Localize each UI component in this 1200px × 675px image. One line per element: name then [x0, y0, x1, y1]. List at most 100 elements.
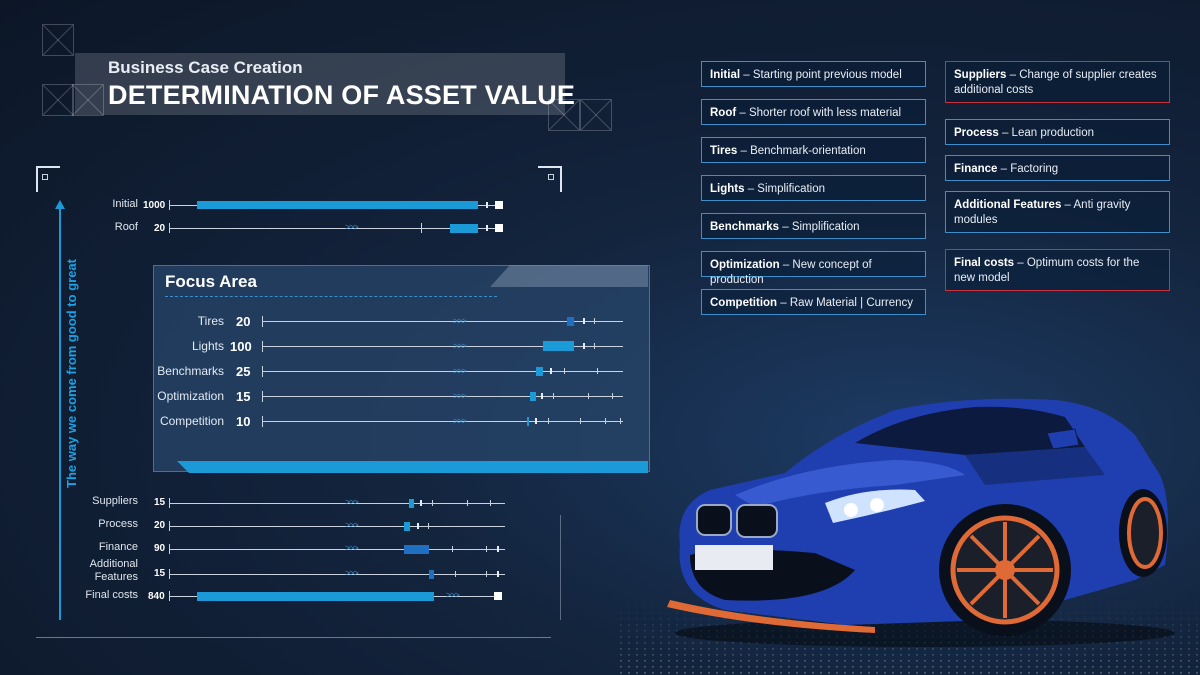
row-line-roof — [170, 228, 498, 229]
focus-label-competition: Competition — [159, 414, 224, 428]
info-box-process: Process – Lean production — [945, 119, 1170, 145]
info-box-initial: Initial – Starting point previous model — [701, 61, 926, 87]
bar-initial — [197, 201, 478, 209]
tick-mark — [597, 368, 598, 374]
focus-value-lights: 100 — [230, 339, 252, 354]
chevrons-icon: >>> — [453, 391, 467, 401]
row-start-tick — [262, 391, 263, 402]
chevrons-icon: >>> — [446, 590, 460, 600]
frame-left-vertical — [36, 166, 38, 192]
row-value-initial: 1000 — [143, 200, 166, 211]
tick-mark — [428, 523, 429, 529]
tick-mark — [594, 318, 595, 324]
bar-process — [404, 522, 410, 531]
tick-mark — [452, 546, 453, 552]
focus-bar-benchmarks — [536, 367, 543, 376]
chevrons-icon: >>> — [453, 366, 467, 376]
focus-line-lights — [263, 346, 623, 347]
chevrons-icon: >>> — [345, 543, 359, 553]
end-marker — [495, 224, 503, 232]
row-start-tick — [262, 316, 263, 327]
progress-arrow-line — [59, 208, 61, 620]
tick-mark — [417, 523, 419, 529]
row-label-initial: Initial — [112, 198, 138, 210]
sports-car-image — [667, 398, 1175, 647]
frame-corner-marker — [548, 174, 554, 180]
tick-mark — [564, 368, 565, 374]
frame-bottom-line — [36, 637, 551, 638]
info-box-suppliers: Suppliers – Change of supplier creates a… — [945, 61, 1170, 103]
focus-label-lights: Lights — [191, 339, 224, 353]
tick-mark — [486, 202, 488, 208]
tick-mark — [486, 571, 487, 577]
focus-bar-tires — [567, 317, 574, 326]
row-start-tick — [262, 416, 263, 427]
decorative-cross-box — [42, 84, 74, 116]
frame-right-vertical — [560, 166, 562, 192]
focus-label-tires: Tires — [197, 314, 224, 328]
row-value-additional-features: 15 — [154, 568, 166, 579]
tick-mark — [455, 571, 456, 577]
tick-mark — [486, 225, 488, 231]
info-box-benchmarks: Benchmarks – Simplification — [701, 213, 926, 239]
focus-bar-lights — [543, 341, 574, 351]
focus-area-panel — [153, 265, 650, 472]
bar-suppliers — [409, 499, 414, 508]
tick-mark — [620, 418, 621, 424]
tick-mark — [583, 318, 585, 324]
chevrons-icon: >>> — [453, 341, 467, 351]
focus-line-benchmarks — [263, 371, 623, 372]
tick-mark — [420, 500, 422, 506]
page-subtitle: Business Case Creation — [108, 58, 303, 77]
tick-mark — [583, 343, 585, 349]
chevrons-icon: >>> — [345, 222, 359, 232]
row-label-final-costs: Final costs — [85, 589, 138, 601]
frame-top-left — [36, 166, 60, 168]
frame-corner-marker — [42, 174, 48, 180]
info-box-finance: Finance – Factoring — [945, 155, 1170, 181]
row-start-tick — [169, 569, 170, 579]
focus-area-title: Focus Area — [165, 272, 257, 291]
tick-mark — [432, 500, 433, 506]
focus-value-optimization: 15 — [236, 389, 251, 404]
tick-mark — [553, 393, 554, 399]
row-start-tick — [262, 341, 263, 352]
chevrons-icon: >>> — [345, 520, 359, 530]
row-label-additional-features: Additional Features — [89, 558, 138, 583]
info-box-optimization: Optimization – New concept of production — [701, 251, 926, 286]
panel-corner-accent — [490, 265, 648, 287]
tick-mark — [550, 368, 552, 374]
row-start-tick — [169, 498, 170, 508]
focus-value-tires: 20 — [236, 314, 251, 329]
info-box-roof: Roof – Shorter roof with less material — [701, 99, 926, 125]
frame-top-right — [538, 166, 562, 168]
frame-right-lower-line — [560, 515, 561, 620]
row-label-finance: Finance — [98, 541, 138, 553]
chevrons-icon: >>> — [345, 568, 359, 578]
row-start-tick — [262, 366, 263, 377]
end-marker — [495, 201, 503, 209]
bar-additional-features — [429, 570, 434, 579]
arrow-up-icon — [55, 200, 65, 209]
row-value-suppliers: 15 — [154, 497, 166, 508]
row-line-process — [170, 526, 505, 527]
focus-bar-competition — [527, 417, 529, 426]
row-label-suppliers: Suppliers — [92, 495, 138, 507]
tick-mark — [535, 418, 537, 424]
row-line-additional-features — [170, 574, 505, 575]
bar-final-costs — [197, 592, 434, 601]
tick-mark — [541, 393, 543, 399]
tick-mark — [548, 418, 549, 424]
row-start-tick — [169, 223, 170, 233]
focus-value-benchmarks: 25 — [236, 364, 251, 379]
info-box-competition: Competition – Raw Material | Currency — [701, 289, 926, 315]
decorative-cross-box — [72, 84, 104, 116]
bar-roof — [450, 224, 478, 233]
row-line-finance — [170, 549, 505, 550]
focus-label-optimization: Optimization — [157, 389, 224, 403]
title-banner — [75, 53, 565, 115]
tick-mark — [580, 418, 581, 424]
side-label: The way we come from good to great — [64, 259, 79, 488]
tick-mark — [490, 500, 491, 506]
info-box-tires: Tires – Benchmark-orientation — [701, 137, 926, 163]
